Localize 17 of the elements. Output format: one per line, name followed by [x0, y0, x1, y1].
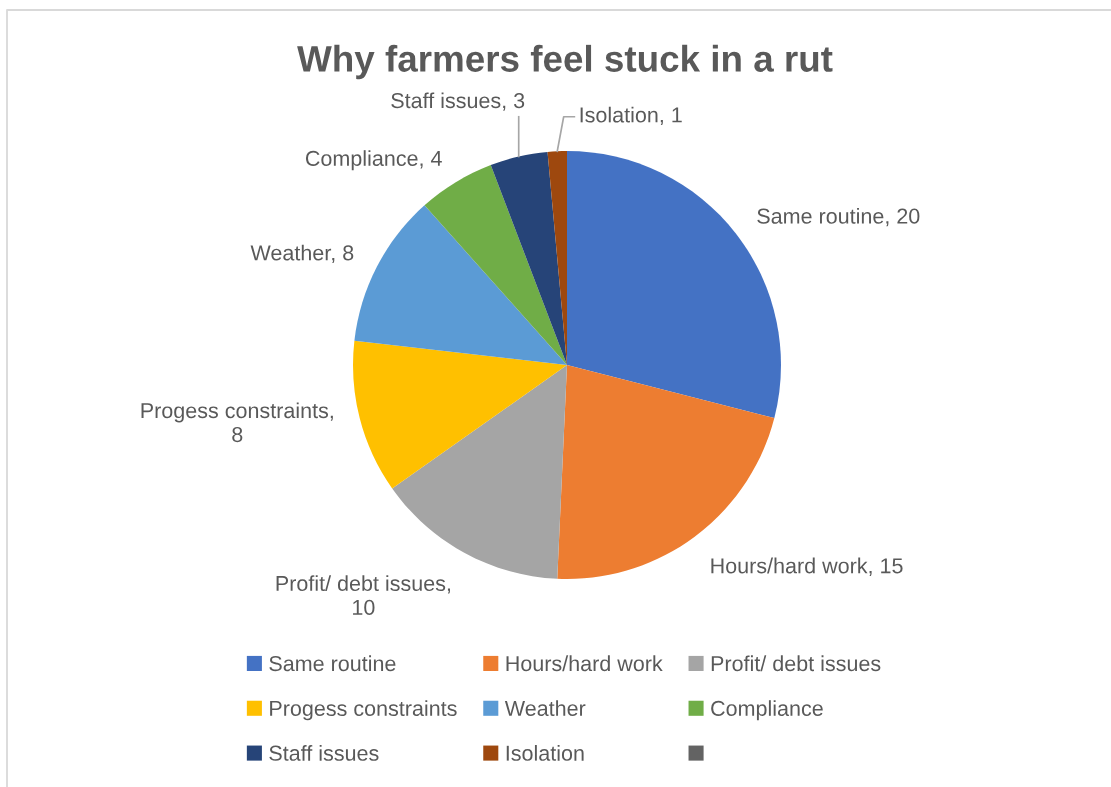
data-label: Isolation, 1 [580, 106, 682, 126]
data-label: Staff issues, 3 [391, 92, 525, 111]
chart-title: Why farmers feel stuck in a rut [297, 44, 833, 80]
legend-label: Hours/hard work [506, 655, 663, 672]
legend-label: Progess constraints [270, 700, 457, 721]
legend-label: Isolation [506, 745, 584, 761]
legend-label: Profit/ debt issues [711, 655, 881, 672]
data-label: Same routine, 20 [757, 207, 920, 227]
data-label: Hours/hard work, 15 [711, 557, 903, 576]
legend-label: Same routine [269, 655, 396, 672]
data-label: Compliance, 4 [305, 150, 442, 171]
legend-label: Compliance [711, 700, 823, 721]
data-label: Weather, 8 [250, 244, 354, 264]
data-label: Profit/ debt issues, 10 [276, 575, 450, 616]
legend-label: Staff issues [269, 745, 379, 761]
data-label: Progess constraints, 8 [141, 402, 333, 443]
legend-label: Weather [504, 700, 586, 717]
